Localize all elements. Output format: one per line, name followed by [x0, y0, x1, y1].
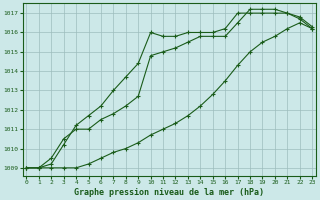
X-axis label: Graphe pression niveau de la mer (hPa): Graphe pression niveau de la mer (hPa)	[74, 188, 264, 197]
